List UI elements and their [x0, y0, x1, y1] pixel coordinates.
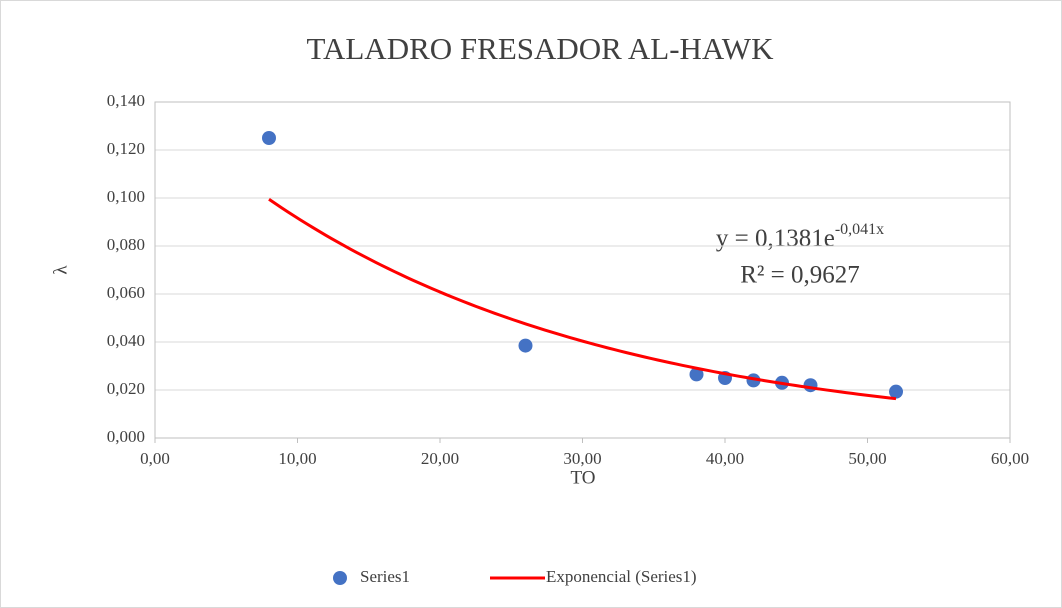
y-tick-label: 0,100 — [107, 187, 145, 206]
trendline-equation: y = 0,1381e-0,041x — [716, 221, 884, 252]
x-axis-label: TO — [571, 467, 596, 488]
legend-marker — [333, 571, 347, 585]
point — [689, 367, 704, 382]
y-axis-label: λ — [50, 265, 71, 275]
chart-title: TALADRO FRESADOR AL-HAWK — [307, 31, 775, 66]
equation-base: y = 0,1381e — [716, 225, 835, 252]
y-tick-label: 0,120 — [107, 139, 145, 158]
x-tick-label: 0,00 — [140, 449, 170, 468]
y-tick-label: 0,080 — [107, 235, 145, 254]
equation-exponent: -0,041x — [835, 221, 884, 238]
trendline — [268, 198, 897, 401]
point — [889, 384, 903, 399]
x-tick-label: 20,00 — [421, 449, 459, 468]
y-tick-label: 0,140 — [107, 91, 145, 110]
plot-border — [154, 101, 1011, 439]
x-tick-label: 50,00 — [848, 449, 886, 468]
y-tick-label: 0,040 — [107, 331, 145, 350]
point — [518, 338, 533, 353]
legend-label: Series1 — [360, 567, 410, 586]
point — [803, 378, 818, 393]
x-tick-label: 60,00 — [991, 449, 1029, 468]
legend-label: Exponencial (Series1) — [546, 567, 697, 586]
y-tick-label: 0,000 — [107, 427, 145, 446]
r-squared: R² = 0,9627 — [740, 262, 860, 289]
y-tick-label: 0,020 — [107, 379, 145, 398]
x-tick-label: 40,00 — [706, 449, 744, 468]
y-tick-label: 0,060 — [107, 283, 145, 302]
x-tick-label: 30,00 — [563, 449, 601, 468]
x-tick-label: 10,00 — [278, 449, 316, 468]
point — [262, 131, 276, 145]
